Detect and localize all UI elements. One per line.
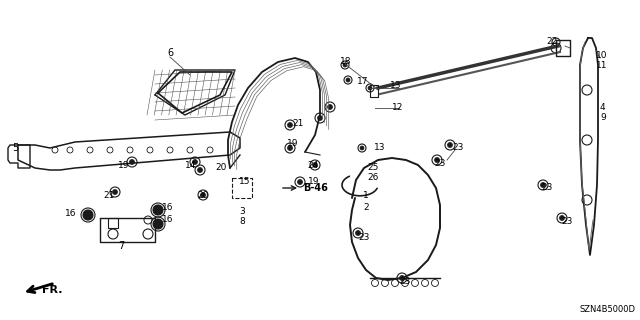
Text: 3: 3 bbox=[239, 206, 244, 215]
Text: 1: 1 bbox=[363, 191, 369, 201]
Circle shape bbox=[298, 180, 303, 185]
Text: 11: 11 bbox=[596, 60, 607, 69]
Circle shape bbox=[447, 142, 452, 148]
Circle shape bbox=[317, 116, 323, 121]
Circle shape bbox=[113, 189, 118, 195]
Text: 10: 10 bbox=[596, 51, 607, 60]
Text: 2: 2 bbox=[363, 203, 369, 212]
Text: 18: 18 bbox=[340, 58, 351, 67]
Circle shape bbox=[287, 123, 292, 127]
Circle shape bbox=[368, 86, 372, 90]
Text: 9: 9 bbox=[600, 114, 605, 123]
Circle shape bbox=[312, 163, 317, 167]
Text: 6: 6 bbox=[167, 48, 173, 58]
Circle shape bbox=[343, 63, 347, 67]
Circle shape bbox=[287, 146, 292, 150]
Text: 17: 17 bbox=[357, 77, 369, 86]
Text: 23: 23 bbox=[358, 233, 369, 242]
Text: 13: 13 bbox=[374, 143, 385, 153]
Text: 12: 12 bbox=[392, 103, 403, 113]
Circle shape bbox=[355, 230, 360, 236]
Circle shape bbox=[360, 146, 364, 150]
Text: 16: 16 bbox=[162, 203, 173, 212]
Text: 4: 4 bbox=[600, 103, 605, 113]
Text: B-46: B-46 bbox=[303, 183, 328, 193]
Circle shape bbox=[559, 215, 564, 220]
Circle shape bbox=[153, 219, 163, 229]
Text: 23: 23 bbox=[541, 182, 552, 191]
Circle shape bbox=[198, 167, 202, 172]
Text: 25: 25 bbox=[367, 163, 378, 172]
Text: 23: 23 bbox=[434, 158, 445, 167]
Circle shape bbox=[541, 182, 545, 188]
Text: 23: 23 bbox=[452, 142, 463, 151]
Circle shape bbox=[83, 210, 93, 220]
Text: 26: 26 bbox=[367, 172, 378, 181]
Circle shape bbox=[328, 105, 333, 109]
Circle shape bbox=[346, 78, 350, 82]
Text: 20: 20 bbox=[215, 164, 227, 172]
Text: 24: 24 bbox=[307, 161, 318, 170]
Text: 7: 7 bbox=[118, 241, 124, 251]
Text: SZN4B5000D: SZN4B5000D bbox=[580, 306, 636, 315]
Text: 21: 21 bbox=[103, 190, 115, 199]
Circle shape bbox=[435, 157, 440, 163]
Circle shape bbox=[129, 159, 134, 164]
Text: 23: 23 bbox=[399, 277, 410, 286]
Text: 14: 14 bbox=[185, 161, 196, 170]
Circle shape bbox=[193, 159, 198, 164]
Text: 19: 19 bbox=[287, 139, 298, 148]
Text: 13: 13 bbox=[390, 81, 401, 90]
Circle shape bbox=[200, 193, 205, 197]
Text: 22: 22 bbox=[546, 36, 557, 45]
Text: 15: 15 bbox=[239, 178, 250, 187]
Text: FR.: FR. bbox=[42, 285, 63, 295]
Text: 19: 19 bbox=[308, 178, 319, 187]
Text: 20: 20 bbox=[197, 190, 209, 199]
Text: 19: 19 bbox=[118, 161, 129, 170]
Circle shape bbox=[399, 276, 404, 281]
Text: 16: 16 bbox=[65, 209, 77, 218]
Text: 16: 16 bbox=[162, 215, 173, 225]
Text: 21: 21 bbox=[292, 118, 303, 127]
Circle shape bbox=[153, 205, 163, 215]
Text: 8: 8 bbox=[239, 217, 244, 226]
Text: 23: 23 bbox=[561, 218, 572, 227]
Text: 5: 5 bbox=[12, 143, 19, 153]
